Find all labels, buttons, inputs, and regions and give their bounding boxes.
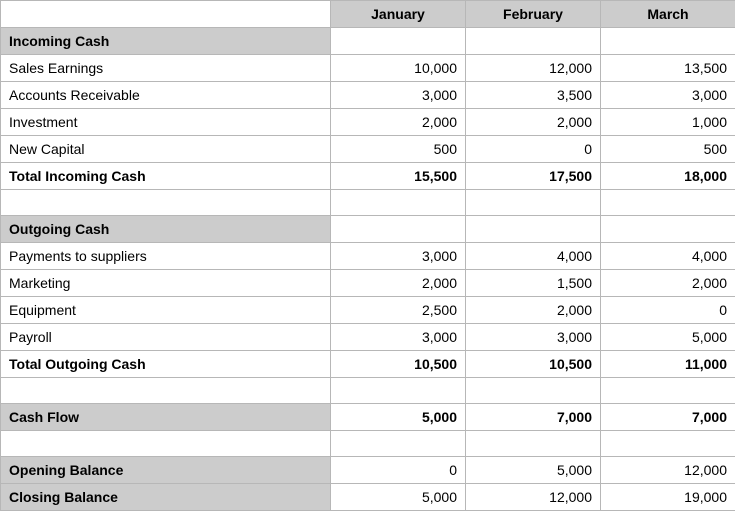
total-cell: 17,500	[466, 163, 601, 190]
value-cell: 3,000	[466, 324, 601, 351]
table-row: Payments to suppliers3,0004,0004,000	[1, 243, 735, 270]
header-blank	[1, 1, 331, 28]
value-cell: 1,500	[466, 270, 601, 297]
value-cell: 2,500	[331, 297, 466, 324]
section-data-label: Closing Balance	[1, 484, 331, 511]
total-cell: 10,500	[331, 351, 466, 378]
table-row: Sales Earnings10,00012,00013,500	[1, 55, 735, 82]
value-cell: 4,000	[466, 243, 601, 270]
value-cell: 0	[601, 297, 735, 324]
section-total-cell: 5,000	[331, 404, 466, 431]
empty-cell	[466, 216, 601, 243]
spacer-cell	[601, 431, 735, 457]
table-row	[1, 378, 735, 404]
section-total-label: Cash Flow	[1, 404, 331, 431]
spacer-cell	[466, 378, 601, 404]
empty-cell	[466, 28, 601, 55]
table-row: Total Incoming Cash15,50017,50018,000	[1, 163, 735, 190]
value-cell: 5,000	[601, 324, 735, 351]
value-cell: 10,000	[331, 55, 466, 82]
empty-cell	[331, 216, 466, 243]
spacer-cell	[331, 431, 466, 457]
total-cell: 10,500	[466, 351, 601, 378]
spacer-cell	[466, 431, 601, 457]
table-row: Outgoing Cash	[1, 216, 735, 243]
total-cell: 18,000	[601, 163, 735, 190]
value-cell: 2,000	[331, 270, 466, 297]
total-label: Total Incoming Cash	[1, 163, 331, 190]
row-label: Accounts Receivable	[1, 82, 331, 109]
total-cell: 15,500	[331, 163, 466, 190]
spacer-cell	[331, 190, 466, 216]
col-header: March	[601, 1, 735, 28]
value-cell: 3,000	[331, 82, 466, 109]
row-label: Marketing	[1, 270, 331, 297]
value-cell: 5,000	[466, 457, 601, 484]
value-cell: 3,000	[601, 82, 735, 109]
value-cell: 0	[466, 136, 601, 163]
spacer-cell	[601, 378, 735, 404]
table-row: Total Outgoing Cash10,50010,50011,000	[1, 351, 735, 378]
header-row: January February March	[1, 1, 735, 28]
table-row: Payroll3,0003,0005,000	[1, 324, 735, 351]
value-cell: 500	[601, 136, 735, 163]
row-label: New Capital	[1, 136, 331, 163]
value-cell: 3,500	[466, 82, 601, 109]
table-row: Closing Balance5,00012,00019,000	[1, 484, 735, 511]
row-label: Investment	[1, 109, 331, 136]
cashflow-table: January February March Incoming CashSale…	[0, 0, 735, 511]
value-cell: 5,000	[331, 484, 466, 511]
col-header: February	[466, 1, 601, 28]
value-cell: 500	[331, 136, 466, 163]
spacer-cell	[1, 190, 331, 216]
value-cell: 13,500	[601, 55, 735, 82]
table-row	[1, 190, 735, 216]
value-cell: 12,000	[601, 457, 735, 484]
value-cell: 3,000	[331, 243, 466, 270]
table-row: Marketing2,0001,5002,000	[1, 270, 735, 297]
total-label: Total Outgoing Cash	[1, 351, 331, 378]
value-cell: 2,000	[601, 270, 735, 297]
table-row: Opening Balance05,00012,000	[1, 457, 735, 484]
row-label: Payments to suppliers	[1, 243, 331, 270]
value-cell: 2,000	[466, 297, 601, 324]
spacer-cell	[601, 190, 735, 216]
value-cell: 3,000	[331, 324, 466, 351]
table-row	[1, 431, 735, 457]
section-total-cell: 7,000	[466, 404, 601, 431]
table-row: Incoming Cash	[1, 28, 735, 55]
row-label: Sales Earnings	[1, 55, 331, 82]
spacer-cell	[1, 378, 331, 404]
total-cell: 11,000	[601, 351, 735, 378]
section-data-label: Opening Balance	[1, 457, 331, 484]
row-label: Equipment	[1, 297, 331, 324]
table-row: Cash Flow5,0007,0007,000	[1, 404, 735, 431]
empty-cell	[601, 216, 735, 243]
empty-cell	[331, 28, 466, 55]
section-header: Outgoing Cash	[1, 216, 331, 243]
table-row: Equipment2,5002,0000	[1, 297, 735, 324]
section-total-cell: 7,000	[601, 404, 735, 431]
value-cell: 0	[331, 457, 466, 484]
col-header: January	[331, 1, 466, 28]
section-header: Incoming Cash	[1, 28, 331, 55]
table-row: Investment2,0002,0001,000	[1, 109, 735, 136]
value-cell: 19,000	[601, 484, 735, 511]
value-cell: 12,000	[466, 55, 601, 82]
table-row: Accounts Receivable3,0003,5003,000	[1, 82, 735, 109]
spacer-cell	[1, 431, 331, 457]
row-label: Payroll	[1, 324, 331, 351]
value-cell: 2,000	[466, 109, 601, 136]
value-cell: 12,000	[466, 484, 601, 511]
table-row: New Capital5000500	[1, 136, 735, 163]
empty-cell	[601, 28, 735, 55]
spacer-cell	[331, 378, 466, 404]
value-cell: 1,000	[601, 109, 735, 136]
spacer-cell	[466, 190, 601, 216]
value-cell: 4,000	[601, 243, 735, 270]
value-cell: 2,000	[331, 109, 466, 136]
